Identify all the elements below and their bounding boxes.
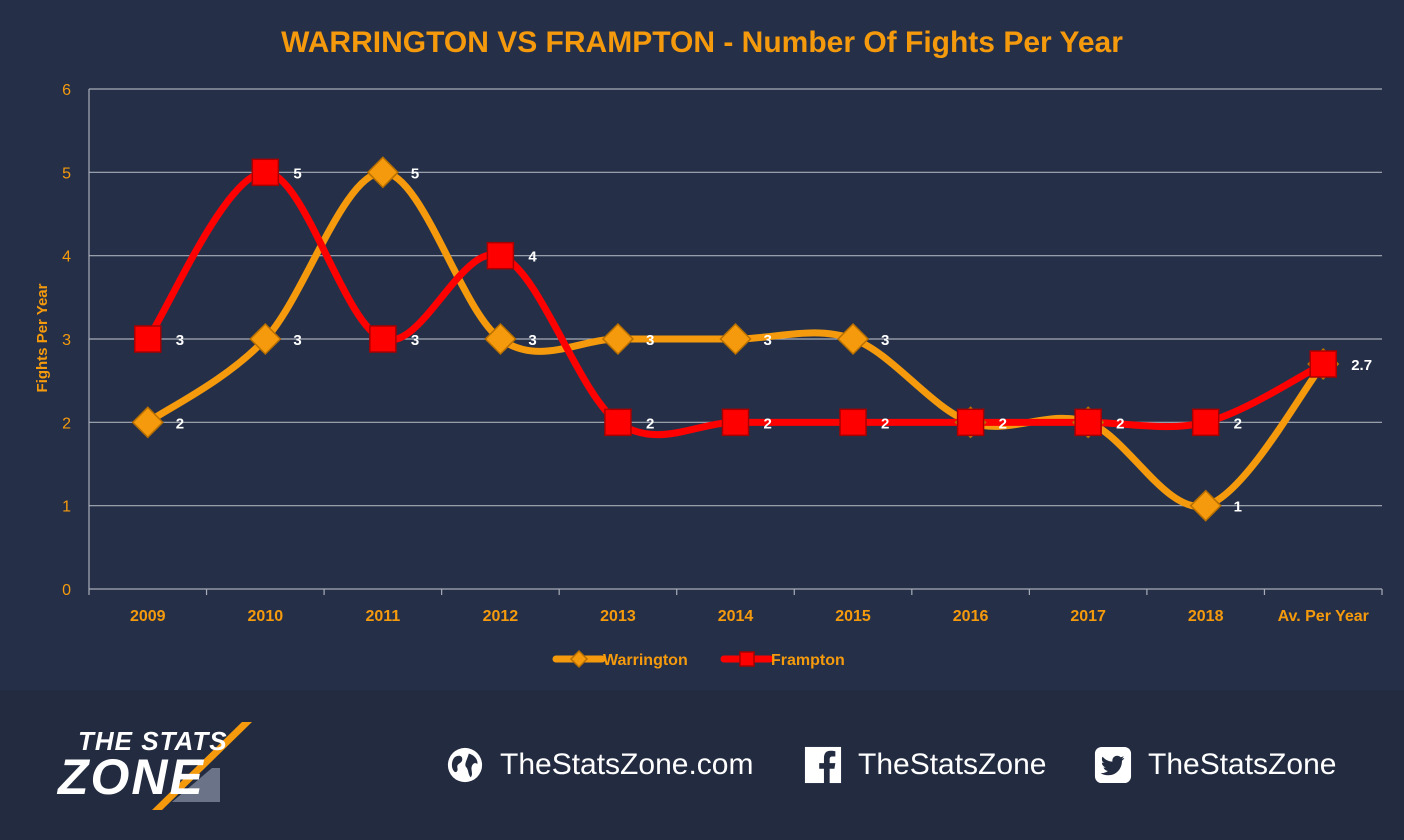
x-tick-label: 2010 <box>248 608 284 625</box>
data-label: 2 <box>764 415 772 432</box>
y-tick-label: 2 <box>62 415 71 432</box>
stats-zone-logo: THE STATS ZONE <box>52 718 302 818</box>
data-point-frampton <box>1074 408 1102 437</box>
data-label: 3 <box>881 332 889 349</box>
gridlines <box>89 88 1382 507</box>
y-tick-label: 0 <box>62 582 71 599</box>
data-point-frampton <box>839 408 867 437</box>
logo-slash-graphic <box>152 722 252 810</box>
logo-text-top: THE STATS <box>78 726 228 756</box>
data-label: 2 <box>1116 415 1124 432</box>
facebook-link[interactable]: TheStatsZone <box>804 742 1046 788</box>
y-tick-label: 1 <box>62 499 71 516</box>
x-tick-label: Av. Per Year <box>1278 608 1369 625</box>
data-label: 3 <box>646 332 654 349</box>
data-point-frampton <box>1191 408 1220 437</box>
chart-title: WARRINGTON VS FRAMPTON - Number Of Fight… <box>281 26 1123 59</box>
data-label: 3 <box>411 332 419 349</box>
x-tick-label: 2018 <box>1188 608 1224 625</box>
series-line-frampton <box>144 168 1327 439</box>
data-point-warrington <box>1189 489 1222 522</box>
y-tick-label: 6 <box>62 82 71 99</box>
data-label: 1 <box>1234 499 1242 516</box>
facebook-text: TheStatsZone <box>858 748 1047 781</box>
data-point-warrington <box>366 156 399 189</box>
data-label: 2 <box>999 415 1007 432</box>
data-label: 5 <box>411 165 419 182</box>
data-point-frampton <box>134 325 162 353</box>
data-point-warrington <box>601 322 635 356</box>
y-tick-label: 5 <box>62 165 71 182</box>
x-tick-label: 2013 <box>600 608 636 625</box>
y-axis-label: Fights Per Year <box>34 283 51 392</box>
data-point-frampton <box>956 408 985 437</box>
data-point-warrington <box>484 322 517 356</box>
line-chart: WARRINGTON VS FRAMPTON - Number Of Fight… <box>34 26 1383 669</box>
x-tick-label: 2012 <box>483 608 519 625</box>
data-label: 2 <box>881 415 889 432</box>
data-point-warrington <box>836 322 870 356</box>
footer-bar <box>0 690 1404 840</box>
data-point-frampton <box>251 158 280 187</box>
data-point-frampton <box>721 408 750 437</box>
data-label: 4 <box>528 249 537 266</box>
data-point-frampton <box>1309 350 1337 378</box>
website-link[interactable]: TheStatsZone.com <box>446 742 753 788</box>
data-label: 2 <box>1234 415 1242 432</box>
facebook-icon <box>804 746 842 784</box>
website-text: TheStatsZone.com <box>500 748 754 781</box>
globe-icon <box>447 747 483 783</box>
legend-marker-frampton <box>739 651 755 667</box>
x-tick-label: 2017 <box>1070 608 1106 625</box>
twitter-icon <box>1094 746 1132 784</box>
data-point-warrington <box>249 322 282 356</box>
logo-text-bottom: ZONE <box>58 749 205 805</box>
data-label: 5 <box>293 165 301 182</box>
data-point-warrington <box>719 322 752 356</box>
data-point-frampton <box>604 408 632 437</box>
legend-label-warrington: Warrington <box>603 652 688 669</box>
data-label: 3 <box>293 332 301 349</box>
x-tick-label: 2015 <box>835 608 871 625</box>
data-label: 2 <box>176 415 184 432</box>
data-label: 3 <box>764 332 772 349</box>
legend-marker-warrington <box>569 649 589 669</box>
y-tick-label: 4 <box>62 249 71 266</box>
data-labels: 2 3 5 3 3 3 3 2 1 3 5 3 4 2 2 2 2 2 2.7 <box>176 165 1372 515</box>
x-tick-label: 2009 <box>130 608 166 625</box>
data-point-frampton <box>369 325 397 353</box>
data-label: 2 <box>646 415 654 432</box>
axes: 0 1 2 3 4 5 6 2009 2010 2011 2012 2013 2014 2015 2016 2… <box>62 82 1383 625</box>
x-tick-label: 2016 <box>953 608 989 625</box>
data-label: 2.7 <box>1351 357 1372 374</box>
series-markers <box>131 156 1340 522</box>
twitter-text: TheStatsZone <box>1148 748 1337 781</box>
legend-label-frampton: Frampton <box>771 652 845 669</box>
y-tick-label: 3 <box>62 332 71 349</box>
data-label: 3 <box>528 332 536 349</box>
twitter-link[interactable]: TheStatsZone <box>1094 742 1336 788</box>
x-tick-label: 2011 <box>366 608 401 625</box>
data-point-warrington <box>131 406 164 439</box>
x-tick-label: 2014 <box>718 608 754 625</box>
data-point-frampton <box>486 241 515 270</box>
legend: Warrington Frampton <box>552 649 845 669</box>
data-label: 3 <box>176 332 184 349</box>
